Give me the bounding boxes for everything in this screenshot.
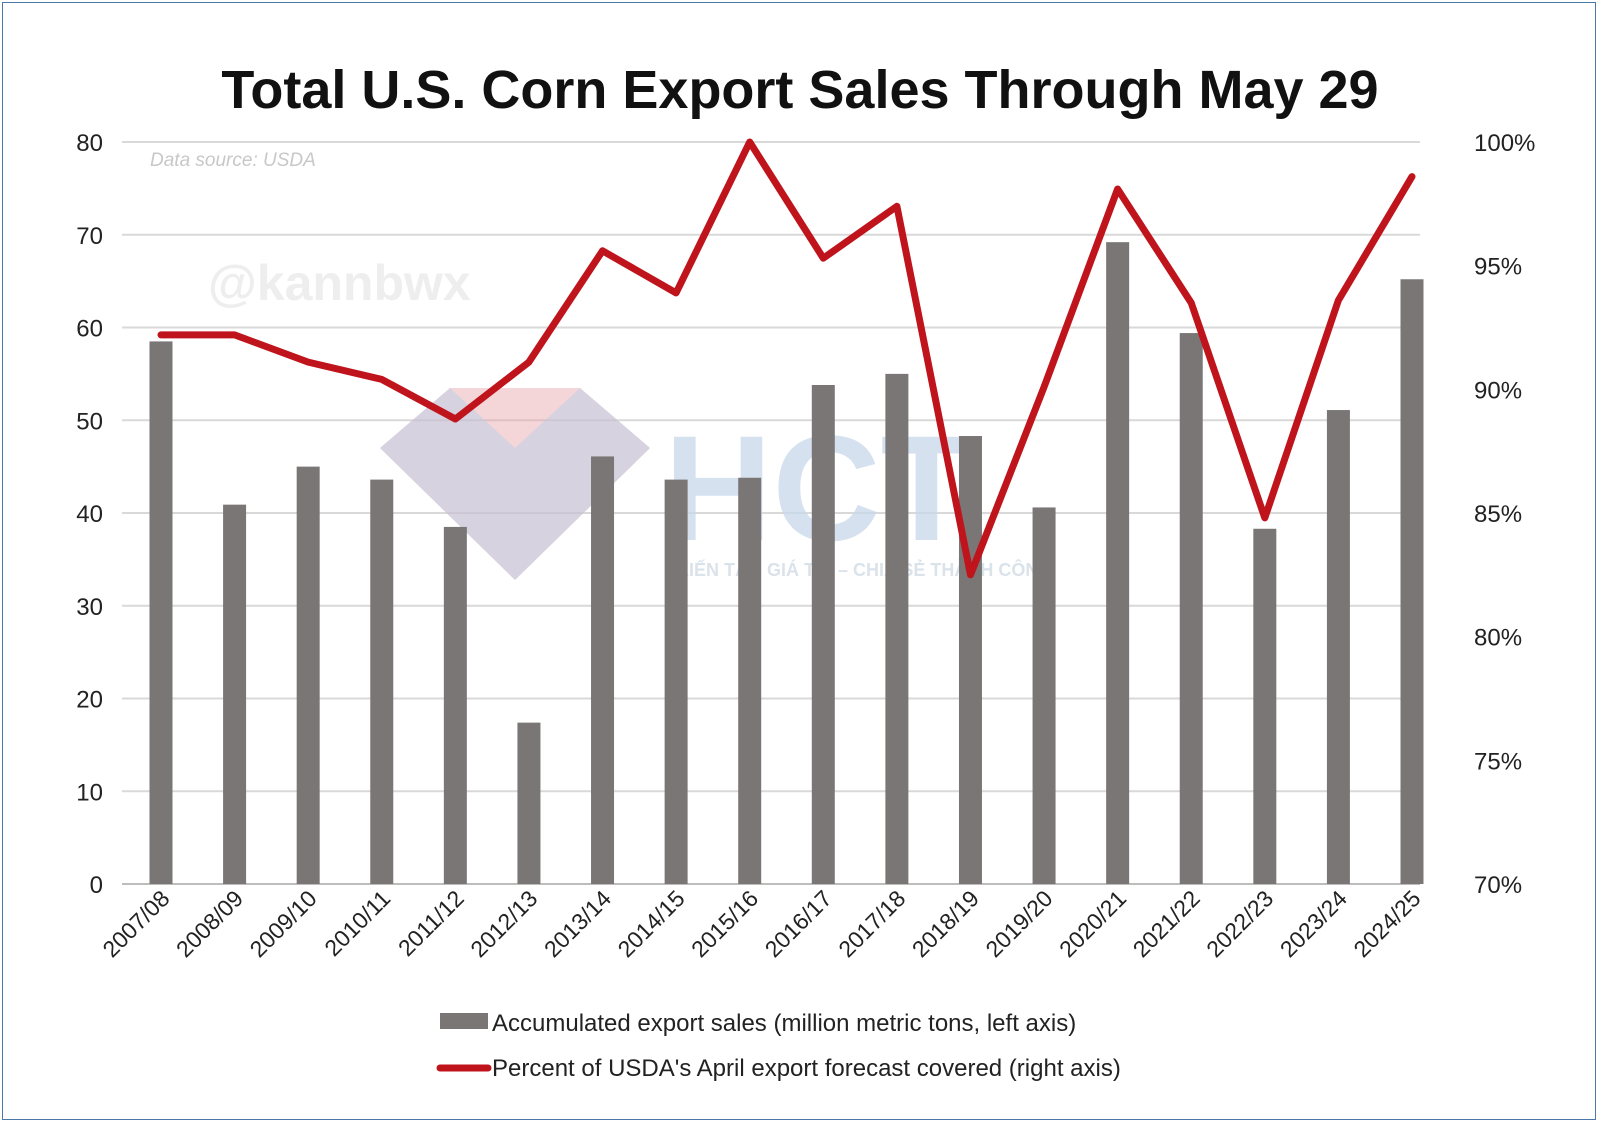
left-axis-tick-label: 40	[76, 501, 103, 528]
left-axis-tick-label: 70	[76, 223, 103, 250]
right-axis-tick-label: 70%	[1474, 872, 1522, 899]
bar	[1400, 279, 1424, 884]
right-axis-tick-label: 95%	[1474, 254, 1522, 281]
right-axis-tick-label: 75%	[1474, 748, 1522, 775]
right-axis-tick-label: 85%	[1474, 501, 1522, 528]
legend-bar-swatch	[440, 1013, 488, 1029]
left-axis-tick-label: 20	[76, 687, 103, 714]
bar	[223, 504, 247, 884]
bar	[1253, 528, 1277, 884]
left-axis-tick-label: 0	[90, 872, 103, 899]
x-axis-tick-label: 2007/08	[97, 885, 174, 962]
legend: Accumulated export sales (million metric…	[436, 1010, 1121, 1082]
percent-line	[157, 138, 1416, 579]
right-axis-ticks: 70% 75% 80% 85% 90% 95% 100%	[1474, 130, 1535, 899]
x-axis-tick-label: 2017/18	[833, 885, 910, 962]
left-axis-tick-label: 30	[76, 594, 103, 621]
bar	[443, 526, 467, 884]
bar	[1032, 507, 1056, 884]
bar	[591, 456, 615, 884]
bar	[664, 479, 688, 884]
left-axis-tick-label: 60	[76, 316, 103, 343]
left-axis-tick-label: 80	[76, 130, 103, 157]
x-axis-tick-label: 2024/25	[1348, 885, 1425, 962]
data-source-note: Data source: USDA	[150, 150, 316, 171]
bar	[738, 477, 762, 884]
bar	[811, 385, 835, 884]
x-axis-tick-label: 2018/19	[907, 885, 984, 962]
bar	[1326, 410, 1350, 884]
x-axis-tick-label: 2011/12	[393, 885, 469, 961]
x-axis-tick-label: 2009/10	[245, 885, 322, 962]
right-axis-tick-label: 90%	[1474, 377, 1522, 404]
bar	[1106, 242, 1130, 885]
x-axis-tick-label: 2022/23	[1201, 885, 1278, 962]
x-axis-tick-label: 2023/24	[1275, 885, 1352, 962]
bar	[1179, 333, 1203, 884]
x-axis-tick-label: 2015/16	[686, 885, 763, 962]
chart-title: Total U.S. Corn Export Sales Through May…	[221, 60, 1378, 120]
watermark-diamond-blue	[380, 388, 650, 580]
bar	[149, 341, 173, 885]
x-axis-tick-label: 2020/21	[1054, 885, 1131, 962]
legend-bar-label: Accumulated export sales (million metric…	[492, 1010, 1076, 1037]
bar	[296, 466, 320, 884]
bar	[517, 722, 541, 884]
right-axis-tick-label: 100%	[1474, 130, 1535, 157]
x-axis-tick-label: 2008/09	[171, 885, 248, 962]
left-axis-tick-label: 50	[76, 408, 103, 435]
right-axis-tick-label: 80%	[1474, 625, 1522, 652]
x-axis-tick-label: 2021/22	[1128, 885, 1205, 962]
x-axis-ticks: 2007/082008/092009/102010/112011/122012/…	[97, 885, 1425, 962]
x-axis-tick-label: 2010/11	[319, 885, 395, 961]
bar	[370, 479, 394, 884]
gridlines	[122, 141, 1420, 885]
bar	[958, 436, 982, 884]
bar-series	[149, 242, 1424, 885]
watermark-handle: @kannbwx	[208, 255, 471, 311]
watermark-tagline: KIẾN TẠO GIÁ TRỊ – CHIA SẺ THÀNH CÔNG	[676, 559, 1052, 580]
x-axis-tick-label: 2016/17	[760, 885, 837, 962]
left-axis-tick-label: 10	[76, 779, 103, 806]
x-axis-tick-label: 2013/14	[539, 885, 616, 962]
x-axis-tick-label: 2014/15	[612, 885, 689, 962]
bar	[885, 373, 909, 884]
left-axis-ticks: 0 10 20 30 40 50 60 70 80	[76, 130, 103, 899]
x-axis-tick-label: 2012/13	[465, 885, 542, 962]
legend-line-label: Percent of USDA's April export forecast …	[492, 1055, 1121, 1082]
x-axis-tick-label: 2019/20	[980, 885, 1057, 962]
